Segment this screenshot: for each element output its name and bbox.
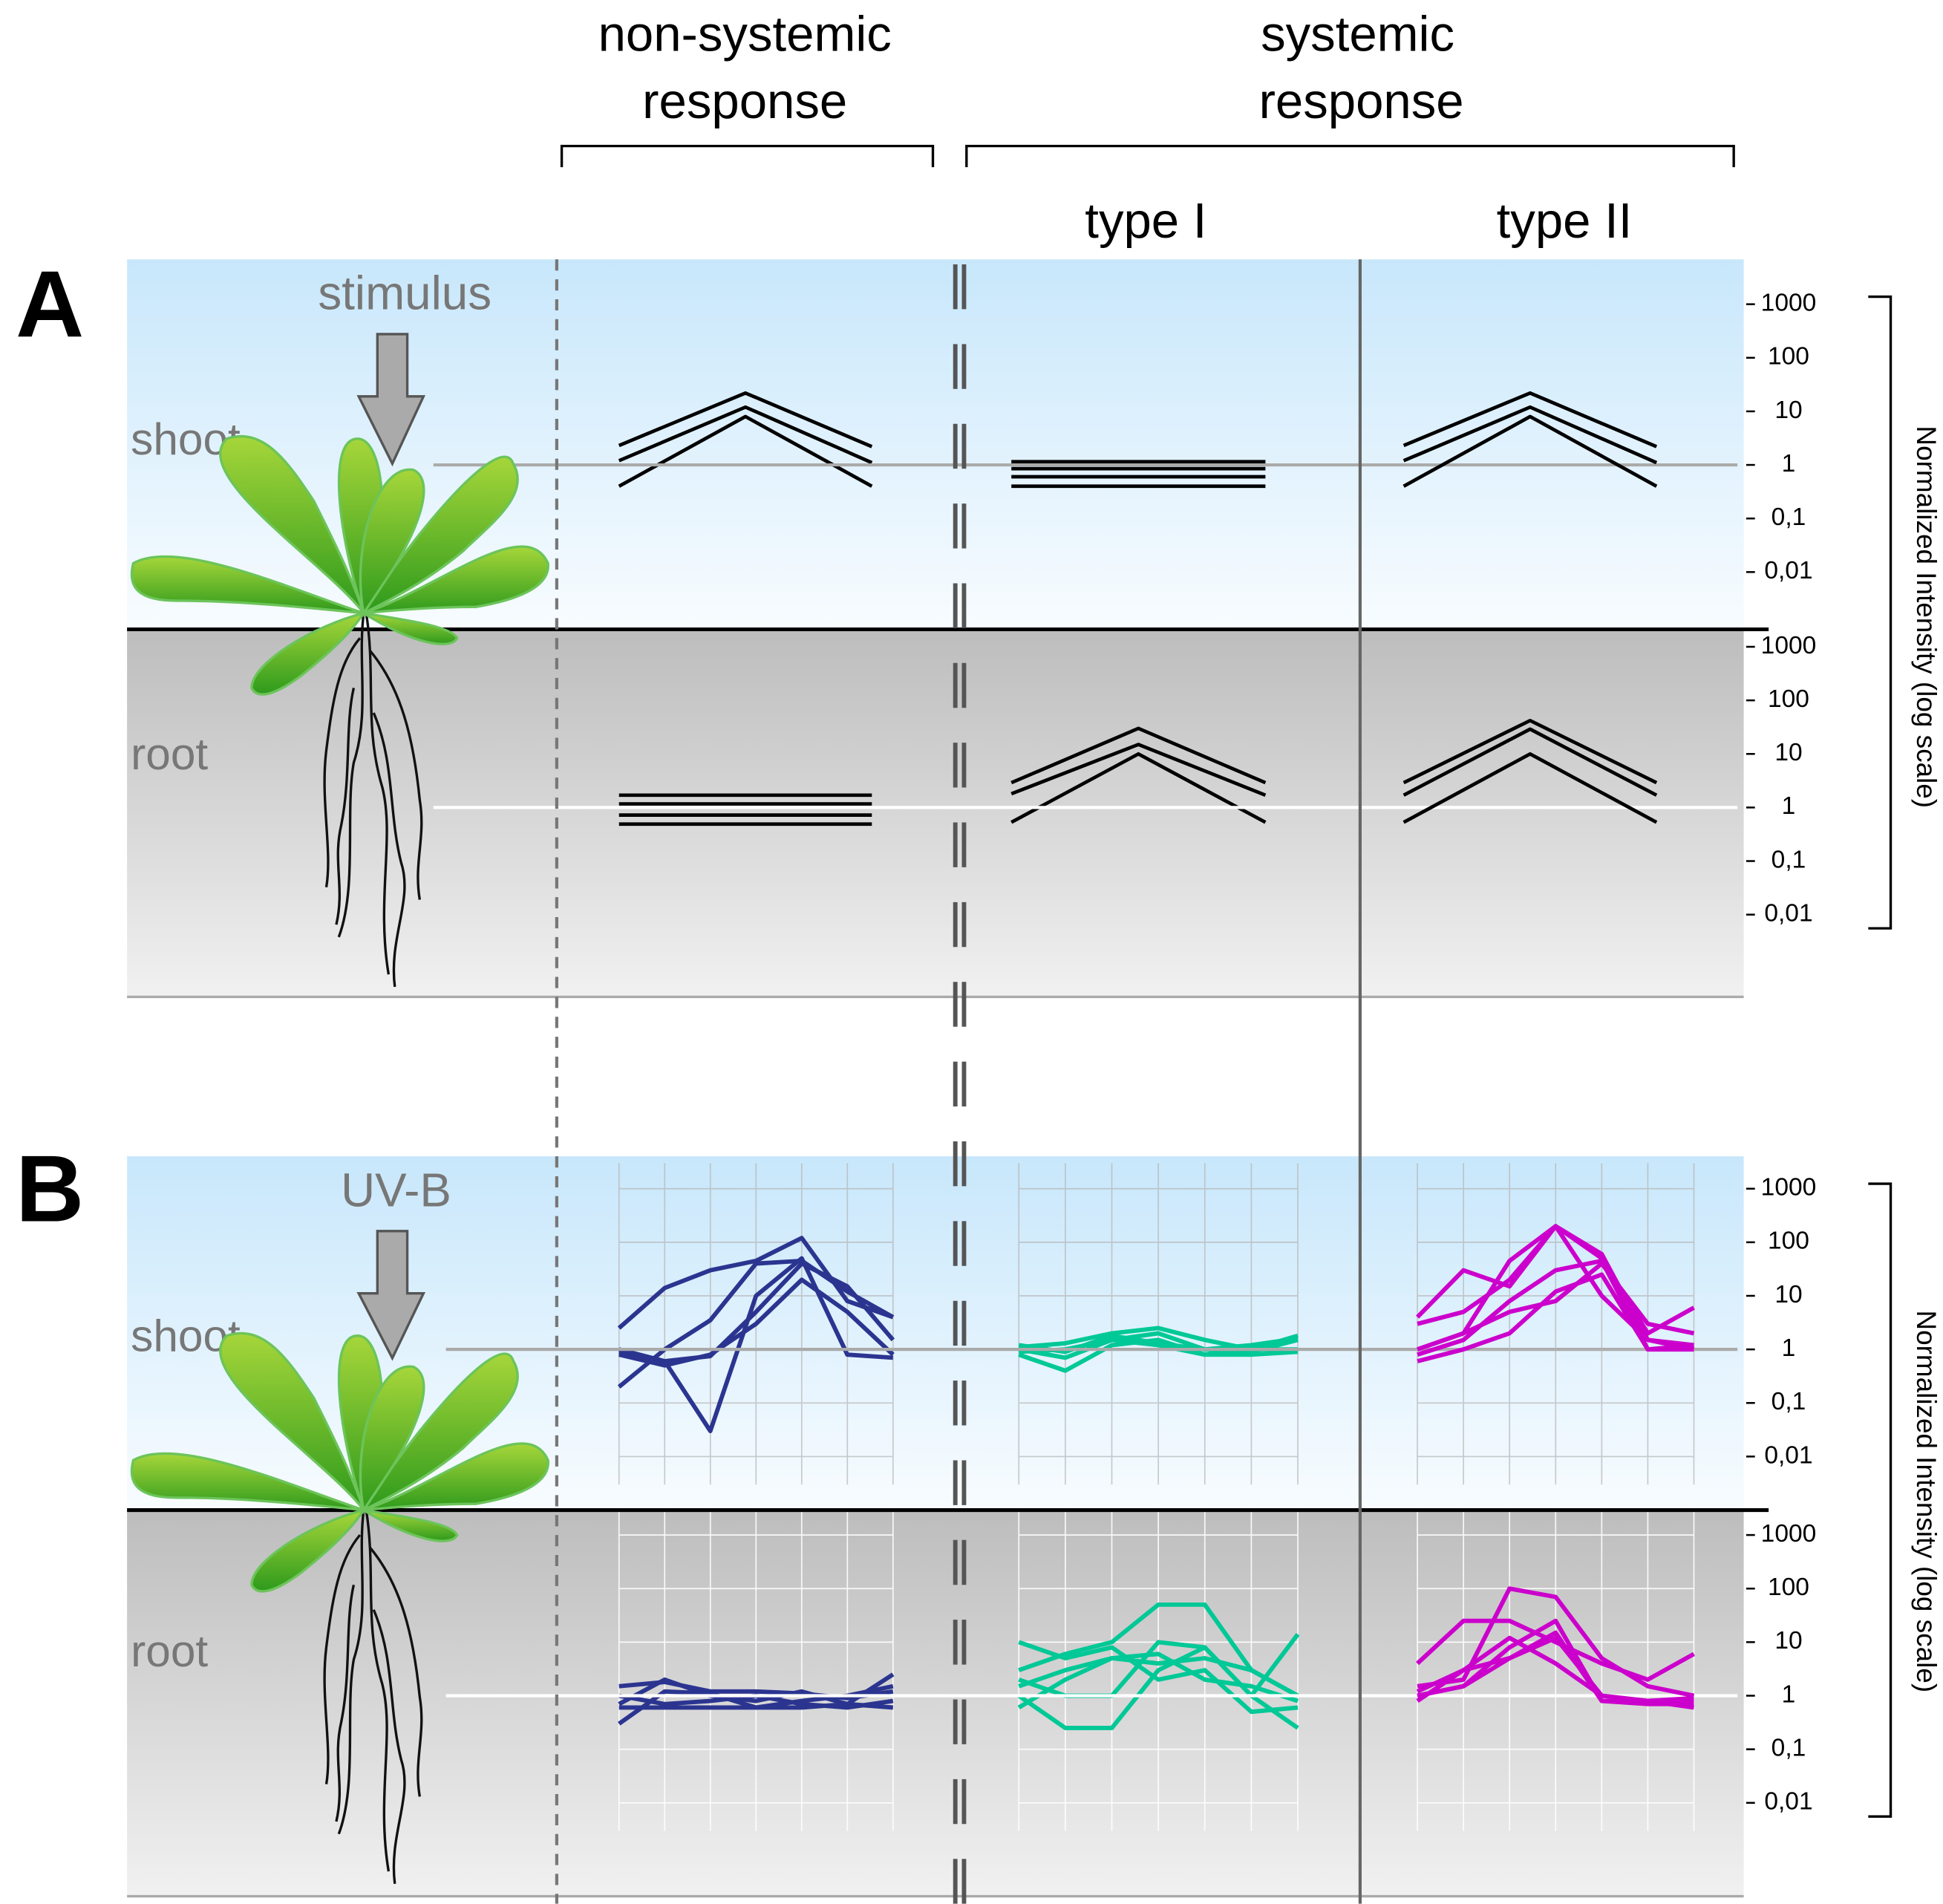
series-line [1018, 1640, 1299, 1715]
charts [433, 391, 1738, 1831]
panel-label: B [16, 1136, 84, 1242]
y-tick-label: 0,01 [1764, 557, 1812, 584]
panel-label: A [16, 252, 84, 357]
series-line [1402, 414, 1658, 488]
y-tick-label: 100 [1768, 1228, 1809, 1255]
series-line [1017, 1652, 1299, 1709]
series-line [618, 1256, 894, 1433]
series-line [617, 1236, 894, 1330]
series-line [1402, 391, 1658, 449]
axis-title: Normalized Intensity (log scale) [1911, 1310, 1942, 1692]
stimulus-label: UV-B [341, 1163, 451, 1216]
series-line [1416, 1618, 1695, 1682]
y-tick-label: 100 [1768, 1574, 1809, 1601]
y-tick-label: 1 [1782, 792, 1796, 820]
series-line [618, 414, 873, 488]
header: response [1259, 74, 1464, 129]
y-tick-label: 1000 [1761, 290, 1817, 317]
series-line [1402, 727, 1658, 797]
y-tick-label: 0,01 [1764, 1441, 1812, 1469]
series-line [1417, 1224, 1694, 1348]
y-tick-label: 0,1 [1771, 503, 1806, 531]
header: systemic [1261, 6, 1454, 62]
y-tick-label: 1000 [1761, 1174, 1817, 1202]
series-line [618, 1277, 895, 1368]
y-tick-label: 1 [1782, 1680, 1796, 1708]
y-tick-label: 1000 [1761, 632, 1817, 659]
column-title: type II [1497, 193, 1633, 249]
zone-label: root [131, 1626, 208, 1676]
bracket [1868, 295, 1893, 1818]
series-line [1010, 743, 1267, 797]
grid [618, 1509, 894, 1831]
double-divider [953, 264, 967, 1904]
series-line [1010, 752, 1267, 824]
column-title: type I [1085, 193, 1206, 249]
series-line [1402, 752, 1658, 824]
series-line [1417, 1261, 1695, 1352]
series-line [1417, 1586, 1695, 1698]
axis-title: Normalized Intensity (log scale) [1911, 426, 1942, 808]
series-line [618, 391, 873, 449]
series-line [1018, 1333, 1299, 1354]
y-tick-label: 100 [1768, 343, 1809, 371]
series-line [1010, 726, 1267, 785]
y-tick-label: 0,1 [1771, 1735, 1806, 1762]
series-line [618, 405, 873, 465]
series-line [1417, 1635, 1694, 1710]
y-tick-label: 0,1 [1771, 1388, 1806, 1415]
header: response [642, 74, 847, 129]
y-tick-label: 0,01 [1764, 900, 1812, 927]
arrow [356, 333, 425, 467]
bracket [560, 144, 1735, 168]
series-line [618, 1701, 894, 1710]
series-line [1402, 718, 1658, 785]
grid [1417, 1163, 1695, 1485]
y-tick-label: 10 [1774, 739, 1802, 766]
stimulus-label: stimulus [318, 266, 492, 319]
arrow [356, 1230, 426, 1361]
y-tick-label: 10 [1774, 397, 1802, 424]
header: non-systemic [598, 6, 892, 62]
root-zone [127, 629, 1744, 997]
y-tick-label: 0,01 [1764, 1788, 1812, 1816]
y-tick-label: 1 [1782, 1334, 1796, 1362]
y-tick-label: 0,1 [1771, 846, 1806, 873]
series-line [1018, 1331, 1299, 1360]
y-tick-label: 10 [1774, 1627, 1802, 1654]
y-tick-label: 10 [1774, 1281, 1802, 1308]
series-line [1018, 1656, 1299, 1698]
y-tick-label: 100 [1768, 685, 1809, 713]
series-line [1402, 405, 1658, 465]
y-tick-label: 1000 [1761, 1520, 1817, 1548]
y-tick-label: 1 [1782, 450, 1796, 477]
series-line [1417, 1272, 1694, 1363]
zone-label: root [131, 728, 208, 779]
